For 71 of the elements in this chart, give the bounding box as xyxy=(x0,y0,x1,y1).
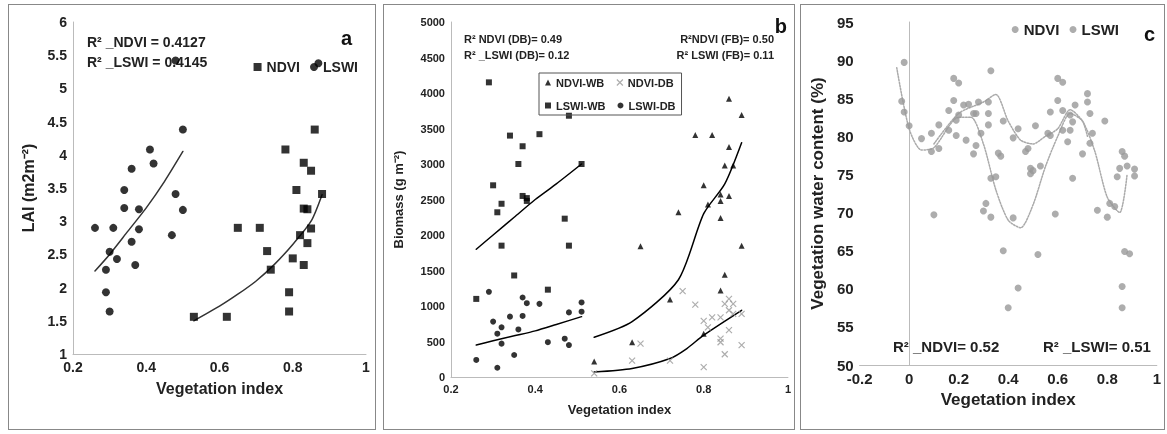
annotation: R²NDVI (FB)= 0.50 xyxy=(680,32,775,45)
legend-label: NDVI xyxy=(1023,21,1060,38)
x-tick-label: 0.4 xyxy=(527,382,544,395)
y-tick-label: 1 xyxy=(59,346,68,362)
x-axis-title: Vegetation index xyxy=(567,402,672,417)
y-tick-label: 60 xyxy=(836,280,854,298)
x-tick-label: 0.6 xyxy=(209,359,230,375)
legend-label: LSWI-DB xyxy=(628,99,676,112)
legend-label: NDVI-WB xyxy=(556,76,605,89)
annotation: R² NDVI (DB)= 0.49 xyxy=(464,32,563,45)
x-tick-label: 1 xyxy=(784,382,791,395)
annotation: R² _LSWI (DB)= 0.12 xyxy=(464,48,570,61)
y-tick-label: 65 xyxy=(836,242,854,260)
y-tick-label: 1000 xyxy=(420,300,445,312)
y-axis-title: LAI (m2m⁻²) xyxy=(20,143,38,233)
y-tick-label: 85 xyxy=(836,89,854,107)
y-tick-label: 4 xyxy=(59,146,68,163)
annotation: R² _NDVI= 0.52 xyxy=(893,338,1000,355)
y-tick-label: 5.5 xyxy=(47,47,68,64)
x-tick-label: 0.2 xyxy=(948,370,970,387)
legend-label: LSWI-WB xyxy=(556,99,606,112)
y-axis-title: Vegetation water content (%) xyxy=(808,77,827,310)
y-tick-label: 2000 xyxy=(420,229,445,241)
annotation: R² _NDVI = 0.4127 xyxy=(87,34,206,50)
y-tick-label: 1500 xyxy=(420,264,445,277)
x-tick-label: 1 xyxy=(362,359,371,375)
x-tick-label: 0.4 xyxy=(997,370,1020,387)
legend-label: LSWI xyxy=(323,59,359,75)
x-tick-label: 0 xyxy=(904,370,914,387)
y-tick-label: 3500 xyxy=(420,122,445,135)
y-tick-label: 95 xyxy=(836,13,854,31)
y-tick-label: 3 xyxy=(59,213,68,230)
y-tick-label: 90 xyxy=(836,51,854,69)
x-tick-label: 0.6 xyxy=(611,382,628,395)
y-tick-label: 4000 xyxy=(420,87,445,99)
x-tick-label: 0.2 xyxy=(443,382,459,395)
y-tick-label: 3000 xyxy=(420,158,445,170)
y-tick-label: 2.5 xyxy=(47,246,68,263)
y-tick-label: 2 xyxy=(59,279,68,296)
x-axis-title: Vegetation index xyxy=(155,379,284,397)
y-tick-label: 5000 xyxy=(420,16,445,28)
y-axis-title: Biomass (g m⁻²) xyxy=(391,150,406,249)
annotation: R² _LSWI= 0.51 xyxy=(1043,338,1151,355)
annotation: R² LSWI (FB)= 0.11 xyxy=(676,48,775,61)
y-tick-label: 70 xyxy=(836,204,854,222)
y-tick-label: 55 xyxy=(836,318,854,336)
x-tick-label: 0.8 xyxy=(283,359,303,375)
x-axis-title: Vegetation index xyxy=(940,390,1077,409)
y-tick-label: 3.5 xyxy=(47,180,68,196)
y-tick-label: 6 xyxy=(59,14,68,30)
y-tick-label: 80 xyxy=(836,127,854,145)
y-tick-label: 4500 xyxy=(420,51,445,64)
x-tick-label: 1 xyxy=(1152,370,1161,387)
x-tick-label: 0.6 xyxy=(1047,370,1069,387)
x-tick-label: 0.8 xyxy=(696,382,712,395)
y-tick-label: 2500 xyxy=(420,193,445,206)
x-tick-label: 0.8 xyxy=(1096,370,1118,387)
x-tick-label: 0.4 xyxy=(136,359,157,375)
x-tick-label: 0.2 xyxy=(63,359,83,375)
chart-title: b xyxy=(774,15,787,37)
legend-label: NDVI xyxy=(266,59,301,75)
y-tick-label: 1.5 xyxy=(47,312,68,329)
annotation: R² _LSWI = 0.4145 xyxy=(87,54,208,70)
y-tick-label: 5 xyxy=(59,80,68,97)
y-tick-label: 75 xyxy=(836,165,854,183)
y-tick-label: 4.5 xyxy=(47,113,68,130)
chart-title: a xyxy=(340,27,353,49)
y-tick-label: 500 xyxy=(426,335,445,348)
chart-title: c xyxy=(1143,23,1155,45)
legend-label: NDVI-DB xyxy=(627,76,674,89)
legend-label: LSWI xyxy=(1081,21,1120,38)
